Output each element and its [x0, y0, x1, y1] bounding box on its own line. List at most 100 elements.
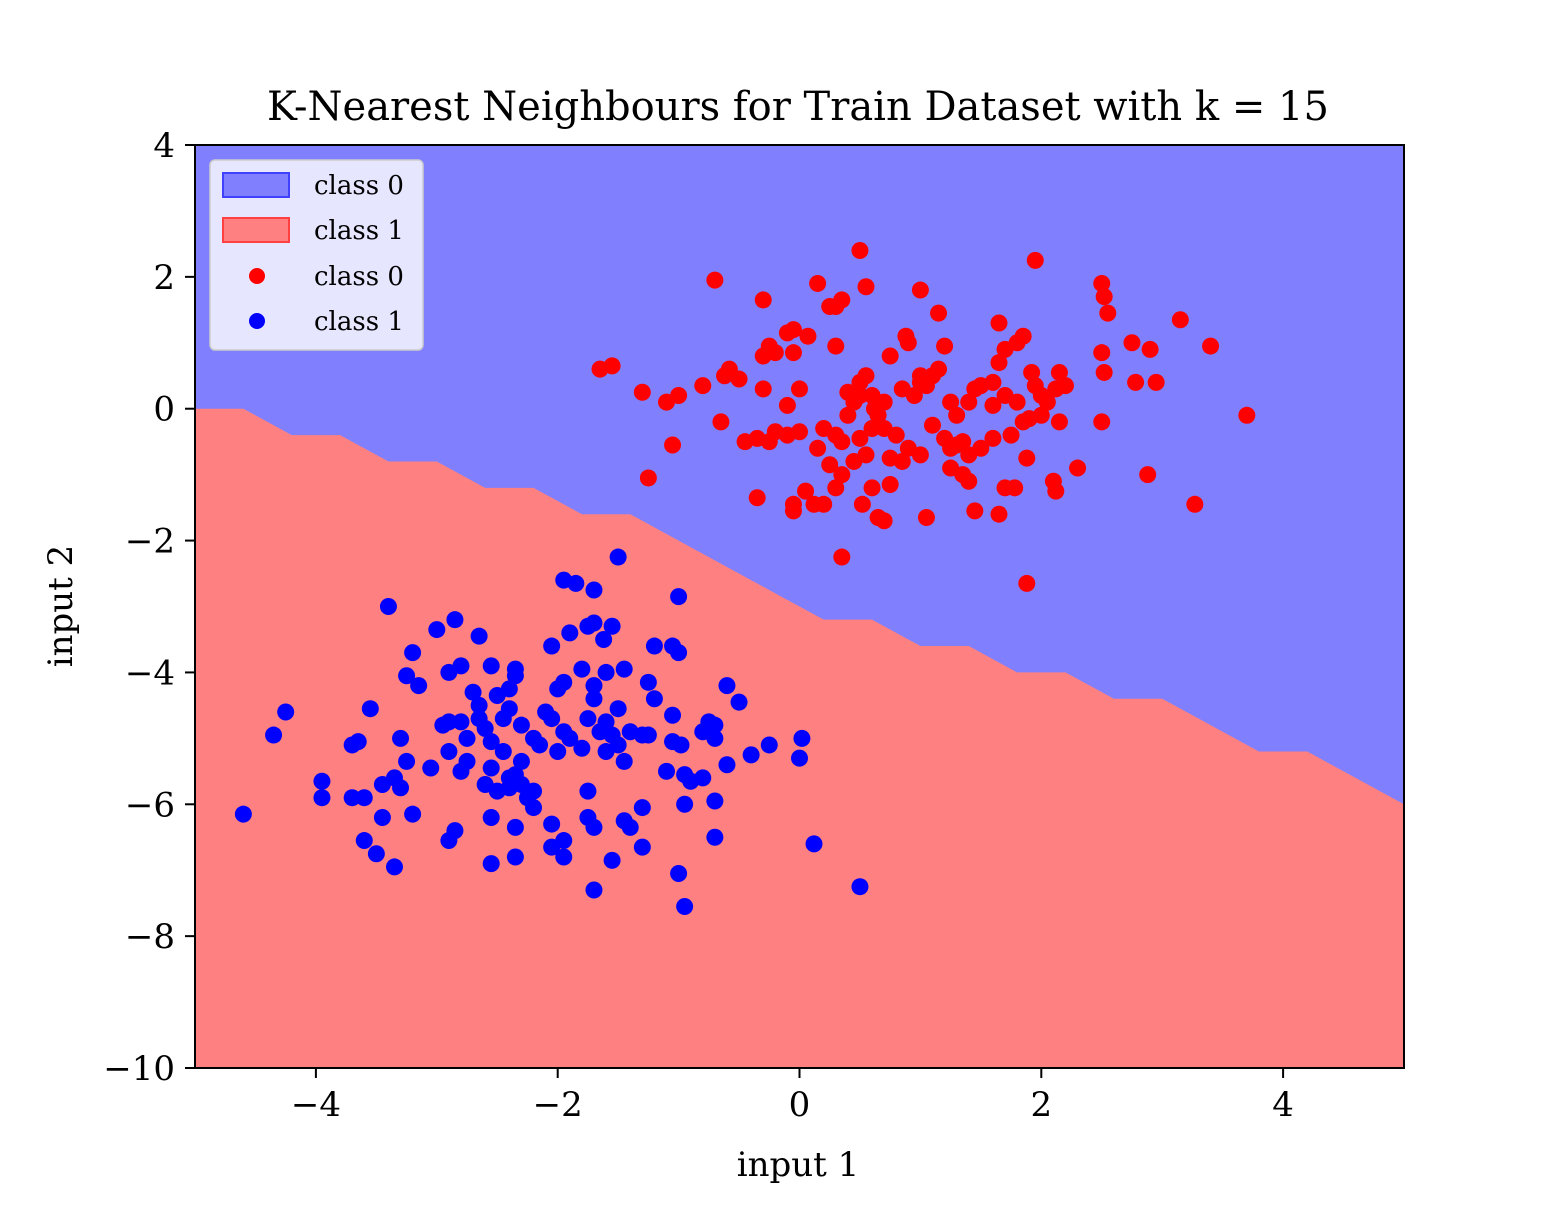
legend-item: class 1 [222, 216, 404, 246]
data-point [809, 274, 827, 292]
data-point [506, 667, 524, 685]
data-point [1123, 334, 1141, 352]
data-point [1093, 413, 1111, 431]
x-tick-label: −2 [533, 1085, 583, 1125]
data-point [1147, 373, 1165, 391]
data-point [917, 377, 935, 395]
data-point [960, 472, 978, 490]
y-tick-label: −4 [125, 653, 175, 693]
data-point [930, 304, 948, 322]
data-point [821, 298, 839, 316]
data-point [960, 446, 978, 464]
data-point [373, 808, 391, 826]
data-point [549, 743, 567, 761]
data-point [392, 729, 410, 747]
data-point [440, 832, 458, 850]
data-point [585, 614, 603, 632]
legend-swatch-marker [249, 268, 265, 284]
data-point [893, 452, 911, 470]
data-point [706, 828, 724, 846]
data-point [827, 337, 845, 355]
data-point [1093, 344, 1111, 362]
data-point [857, 278, 875, 296]
x-axis-label: input 1 [737, 1145, 860, 1185]
data-point [793, 729, 811, 747]
data-point [313, 789, 331, 807]
data-point [392, 779, 410, 797]
data-point [1099, 304, 1117, 322]
data-point [875, 512, 893, 530]
data-point [597, 663, 615, 681]
data-point [506, 848, 524, 866]
data-point [482, 759, 500, 777]
data-point [833, 548, 851, 566]
data-point [597, 743, 615, 761]
data-point [1069, 459, 1087, 477]
data-point [549, 680, 567, 698]
data-point [833, 466, 851, 484]
data-point [984, 373, 1002, 391]
data-point [1047, 482, 1065, 500]
data-point [633, 799, 651, 817]
data-point [658, 762, 676, 780]
data-point [706, 792, 724, 810]
data-point [863, 419, 881, 437]
data-point [512, 752, 530, 770]
data-point [404, 805, 422, 823]
data-point [754, 347, 772, 365]
data-point [718, 756, 736, 774]
data-point [893, 380, 911, 398]
data-point [234, 805, 252, 823]
data-point [464, 683, 482, 701]
y-tick-label: 0 [153, 390, 175, 430]
data-point [585, 581, 603, 599]
data-point [573, 660, 591, 678]
data-point [664, 706, 682, 724]
legend-box [209, 159, 424, 351]
data-point [615, 660, 633, 678]
data-point [482, 733, 500, 751]
axes: −4 −2 0 2 4 −10 −8 −6 −4 −2 0 2 4 [103, 126, 1405, 1125]
data-point [434, 716, 452, 734]
data-point [869, 406, 887, 424]
data-point [379, 598, 397, 615]
data-point [911, 281, 929, 299]
data-point [603, 617, 621, 635]
data-point [422, 759, 440, 777]
data-point [875, 393, 893, 411]
data-point [482, 808, 500, 826]
data-point [1047, 380, 1065, 398]
x-tick-label: 4 [1272, 1085, 1294, 1125]
data-point [670, 865, 688, 883]
data-point [494, 743, 512, 761]
data-point [730, 693, 748, 711]
data-point [1093, 274, 1111, 292]
data-point [805, 835, 823, 853]
data-point [990, 505, 1008, 523]
data-point [897, 327, 915, 345]
x-tick-label: −4 [291, 1085, 341, 1125]
data-point [633, 726, 651, 744]
data-point [851, 241, 869, 259]
data-point [851, 878, 869, 896]
data-point [543, 815, 561, 833]
data-point [1006, 479, 1024, 497]
data-point [966, 502, 984, 520]
data-point [984, 396, 1002, 414]
data-point [440, 743, 458, 761]
data-point [1023, 363, 1041, 381]
data-point [754, 291, 772, 309]
data-point [670, 644, 688, 662]
data-point [821, 456, 839, 474]
legend: class 0 class 1 class 0 class 1 [209, 159, 424, 351]
data-point [482, 855, 500, 873]
data-point [694, 769, 712, 787]
x-tick-label: 0 [789, 1085, 811, 1125]
data-point [805, 495, 823, 513]
data-point [917, 508, 935, 526]
data-point [500, 680, 518, 698]
data-point [1038, 393, 1056, 411]
data-point [595, 630, 613, 648]
data-point [585, 818, 603, 836]
